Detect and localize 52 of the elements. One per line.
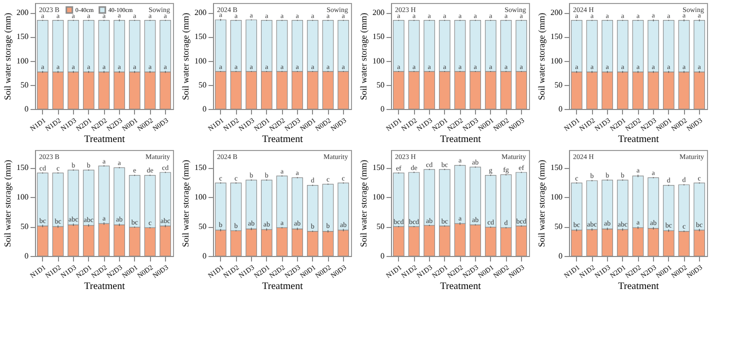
y-tick-label: 50: [20, 222, 28, 232]
y-tick-label: 50: [198, 80, 206, 90]
y-tick-label: 50: [554, 222, 562, 232]
x-axis-title: Treatment: [618, 134, 660, 146]
y-tick-label: 100: [16, 192, 28, 202]
x-axis-title: Treatment: [84, 134, 126, 146]
y-tick-label: 50: [198, 222, 206, 232]
y-tick-label: 0: [558, 252, 562, 260]
y-axis-title: Soil water storage (mm): [536, 160, 546, 248]
x-axis-title: Treatment: [262, 134, 304, 146]
x-axis-title: Treatment: [618, 281, 660, 292]
y-axis-title: Soil water storage (mm): [2, 160, 12, 248]
y-axis-title: Soil water storage (mm): [358, 12, 368, 100]
y-tick-label: 0: [202, 252, 206, 260]
x-axis-title: Treatment: [262, 281, 304, 292]
y-tick-label: 100: [194, 192, 206, 202]
y-tick-label: 0: [380, 104, 384, 114]
y-tick-label: 50: [554, 80, 562, 90]
y-tick-label: 200: [16, 8, 28, 18]
y-tick-label: 50: [376, 222, 384, 232]
y-tick-label: 100: [372, 56, 384, 66]
y-tick-label: 100: [16, 56, 28, 66]
y-tick-label: 100: [194, 56, 206, 66]
y-tick-label: 150: [16, 163, 28, 172]
y-axis-title: Soil water storage (mm): [180, 160, 190, 248]
y-tick-label: 150: [16, 32, 28, 42]
y-tick-label: 200: [550, 8, 562, 18]
y-tick-label: 100: [372, 192, 384, 202]
y-tick-label: 50: [376, 80, 384, 90]
y-axis-title: Soil water storage (mm): [2, 12, 12, 100]
y-tick-label: 50: [20, 80, 28, 90]
y-axis-title: Soil water storage (mm): [180, 12, 190, 100]
y-tick-label: 100: [550, 192, 562, 202]
x-axis-title: Treatment: [440, 281, 482, 292]
y-tick-label: 100: [550, 56, 562, 66]
y-tick-label: 150: [550, 32, 562, 42]
y-tick-label: 150: [194, 32, 206, 42]
x-axis-title: Treatment: [440, 134, 482, 146]
y-tick-label: 150: [550, 163, 562, 172]
y-tick-label: 150: [372, 32, 384, 42]
y-tick-label: 0: [558, 104, 562, 114]
y-tick-label: 200: [372, 8, 384, 18]
y-tick-label: 150: [194, 163, 206, 172]
y-tick-label: 0: [24, 252, 28, 260]
y-tick-label: 0: [202, 104, 206, 114]
y-tick-label: 0: [380, 252, 384, 260]
x-axis-title: Treatment: [84, 281, 126, 292]
y-tick-label: 0: [24, 104, 28, 114]
y-tick-label: 200: [194, 8, 206, 18]
y-tick-label: 150: [372, 163, 384, 172]
y-axis-title: Soil water storage (mm): [536, 12, 546, 100]
y-axis-title: Soil water storage (mm): [358, 160, 368, 248]
